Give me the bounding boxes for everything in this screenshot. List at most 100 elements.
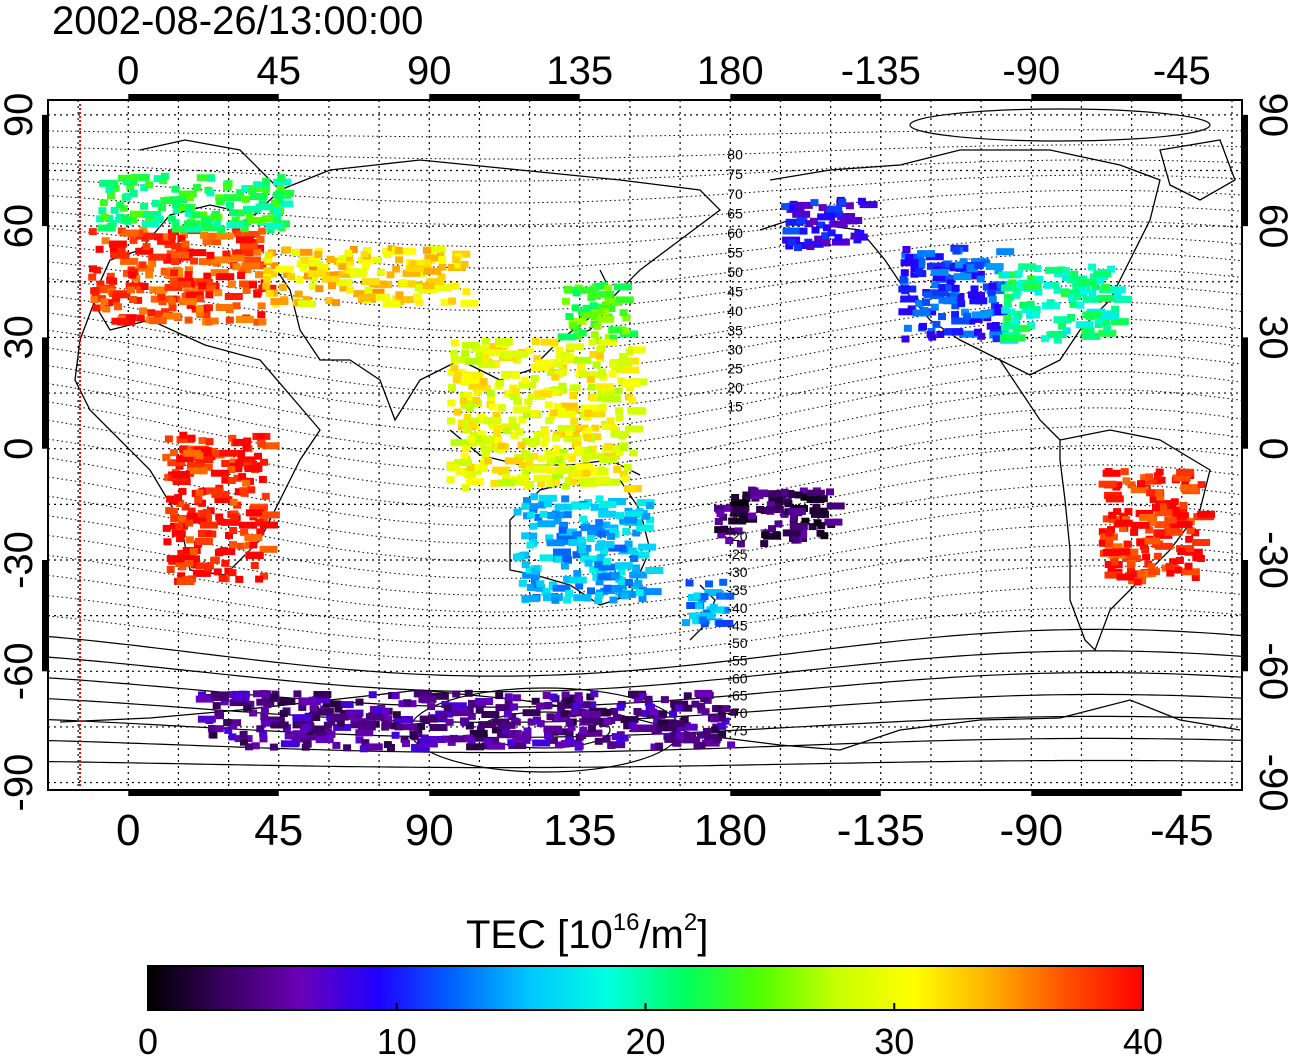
tec-cell <box>427 736 446 743</box>
tec-cell <box>343 744 352 752</box>
tec-cell <box>253 181 261 189</box>
tec-cell <box>584 409 592 417</box>
tec-cell <box>161 308 169 316</box>
tec-cell <box>580 404 599 412</box>
tec-cell <box>614 562 633 570</box>
tec-cell <box>155 215 164 223</box>
tec-cell <box>291 249 300 256</box>
tec-cell <box>311 725 330 733</box>
tec-cell <box>814 235 823 243</box>
tec-cell <box>162 253 171 261</box>
tec-cell <box>92 304 101 312</box>
tec-cell <box>322 700 341 708</box>
tec-cell <box>512 406 531 414</box>
tec-cell <box>1186 527 1195 535</box>
tec-cell <box>393 718 402 726</box>
tec-cell <box>468 439 477 447</box>
tec-cell <box>1148 568 1156 576</box>
tec-cell <box>984 309 993 317</box>
tec-cell <box>490 480 499 487</box>
tec-cell <box>363 257 372 265</box>
tec-cell <box>238 266 247 274</box>
tec-cell <box>719 578 728 586</box>
tec-cell <box>616 731 625 739</box>
tec-cell <box>1110 318 1129 326</box>
tec-cell <box>564 701 573 709</box>
tec-cell <box>603 284 612 292</box>
tec-cell <box>1130 486 1149 494</box>
tec-cell <box>227 477 236 484</box>
tec-cell <box>900 295 919 303</box>
tec-cell <box>932 274 951 282</box>
tec-cell <box>1099 533 1118 541</box>
tec-cell <box>174 494 183 502</box>
lon-tick-label-bottom: 135 <box>543 806 616 855</box>
tec-cell <box>819 507 828 515</box>
tec-cell <box>308 696 317 704</box>
tec-cell <box>560 740 569 748</box>
tec-cell <box>1139 513 1158 521</box>
tec-cell <box>985 263 1004 271</box>
tec-cell <box>590 468 609 476</box>
tec-cell <box>966 263 975 271</box>
tec-cell <box>141 220 160 228</box>
tec-cell <box>1066 276 1085 284</box>
tec-cell <box>188 516 207 524</box>
tec-cell <box>478 721 497 729</box>
tec-cell <box>680 716 689 723</box>
tec-cell <box>391 692 400 700</box>
tec-cell <box>278 283 287 291</box>
tec-cell <box>1136 570 1145 578</box>
tec-cell <box>346 286 355 294</box>
tec-cell <box>1181 480 1190 488</box>
tec-cell <box>595 352 604 360</box>
tec-cell <box>449 282 458 290</box>
lon-tick-label-top: 180 <box>697 49 764 93</box>
tec-cell <box>1113 508 1122 516</box>
tec-cell <box>361 262 370 270</box>
tec-cell <box>245 743 253 751</box>
tec-cell <box>1142 553 1151 561</box>
tec-cell <box>1166 569 1175 577</box>
tec-cell <box>529 522 538 530</box>
tec-cell <box>273 207 282 215</box>
tec-cell <box>100 303 109 311</box>
tec-cell <box>523 727 532 735</box>
tec-cell <box>176 500 185 507</box>
tec-cell <box>175 560 194 567</box>
tec-cell <box>422 717 431 724</box>
tec-cell <box>586 535 595 542</box>
tec-cell <box>445 718 454 726</box>
tec-cell <box>221 518 239 526</box>
tec-cell <box>579 726 588 734</box>
tec-cell <box>521 595 540 603</box>
tec-cell <box>270 721 289 729</box>
tec-cell <box>799 227 808 235</box>
tec-cell <box>564 696 572 704</box>
tec-cell <box>1155 468 1164 476</box>
tec-cell <box>539 510 548 518</box>
tec-cell <box>573 332 582 340</box>
tec-cell <box>111 251 130 259</box>
tec-cell <box>996 248 1015 256</box>
tec-cell <box>612 714 621 722</box>
tec-cell <box>1165 562 1174 570</box>
tec-cell <box>1192 554 1201 562</box>
tec-cell <box>476 725 485 733</box>
tec-cell <box>199 521 218 529</box>
tec-cell <box>238 473 247 481</box>
tec-cell <box>148 260 157 268</box>
tec-cell <box>1137 480 1145 488</box>
tec-cell <box>465 357 484 365</box>
tec-cell <box>460 401 469 409</box>
tec-cell <box>603 584 612 592</box>
mlat-label: 20 <box>727 380 743 396</box>
tec-cell <box>422 246 431 254</box>
tec-cell <box>829 220 848 228</box>
tec-cell <box>598 403 607 411</box>
tec-cell <box>1012 291 1021 299</box>
tec-cell <box>544 450 553 458</box>
tec-cell <box>583 544 592 552</box>
tec-cell <box>1003 300 1012 308</box>
tec-cell <box>585 452 604 460</box>
